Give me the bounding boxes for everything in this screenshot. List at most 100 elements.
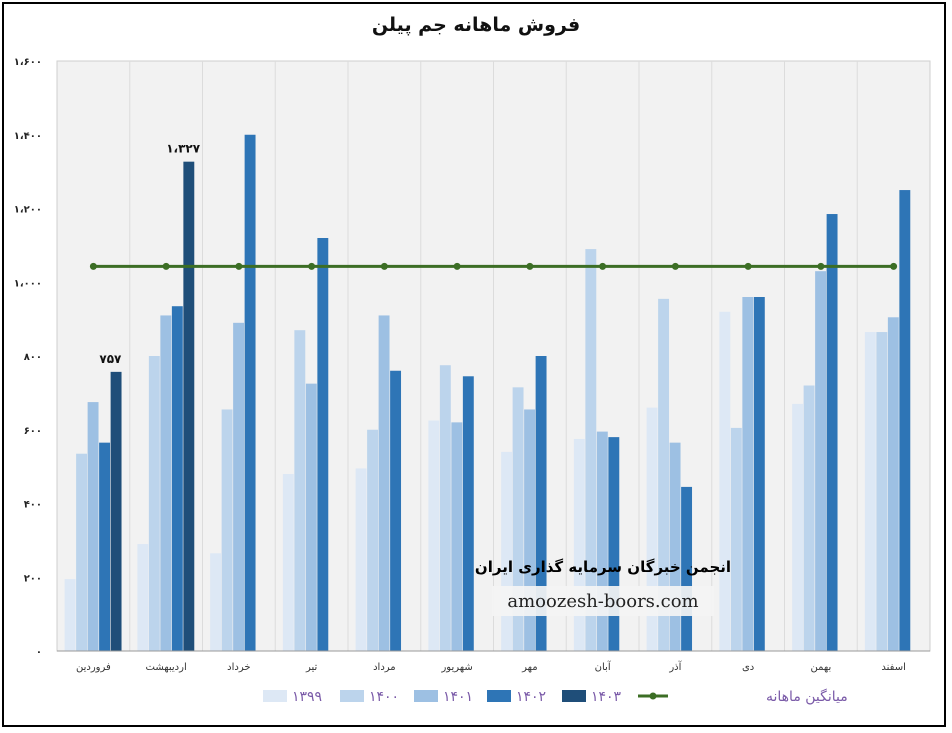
legend-swatch	[340, 690, 364, 702]
bar	[428, 420, 440, 651]
average-marker	[453, 262, 461, 270]
bar	[876, 332, 888, 651]
data-labels: ۷۵۷ ۱،۳۲۷	[99, 142, 200, 366]
bar	[378, 315, 390, 651]
bar	[451, 422, 463, 651]
y-axis: ۰ ۲۰۰ ۴۰۰ ۶۰۰ ۸۰۰ ۱،۰۰۰ ۱،۲۰۰ ۱،۴۰۰ ۱،۶۰۰	[14, 57, 930, 658]
bar	[887, 317, 899, 651]
bar	[462, 376, 474, 651]
y-tick-label: ۱،۰۰۰	[14, 278, 42, 289]
bar	[137, 544, 149, 651]
bar	[367, 429, 379, 651]
legend-label: ۱۴۰۲	[516, 689, 546, 705]
bar	[730, 427, 742, 651]
data-label: ۱،۳۲۷	[166, 142, 201, 156]
bar	[110, 371, 122, 651]
bar	[439, 365, 451, 651]
x-tick-label: اردیبهشت	[146, 662, 187, 673]
average-marker	[599, 262, 607, 270]
bar	[210, 553, 222, 651]
bar	[658, 298, 670, 651]
y-tick-label: ۰	[36, 647, 42, 658]
bar	[646, 407, 658, 651]
legend-swatch	[562, 690, 586, 702]
y-tick-label: ۴۰۰	[24, 500, 42, 511]
bar	[282, 474, 294, 651]
average-marker	[162, 262, 170, 270]
bar	[596, 431, 608, 651]
average-marker	[380, 262, 388, 270]
bar	[719, 311, 731, 651]
data-label: ۷۵۷	[99, 352, 122, 366]
watermark: انجمن خبرگان سرمایه گذاری ایران amoozesh…	[475, 558, 731, 616]
average-marker	[890, 262, 898, 270]
x-tick-label: مهر	[521, 662, 537, 673]
bar	[244, 134, 256, 651]
x-tick-label: آبان	[595, 660, 612, 673]
bar	[501, 451, 513, 651]
bar	[64, 579, 76, 651]
bar	[87, 402, 99, 651]
y-tick-label: ۱،۴۰۰	[14, 131, 42, 142]
x-axis: فروردین اردیبهشت خرداد تیر مرداد شهریور مهر آبا…	[76, 660, 906, 673]
bar	[899, 190, 911, 651]
bar	[148, 356, 160, 651]
watermark-backdrop	[492, 586, 714, 616]
bar	[221, 409, 233, 651]
legend-swatch	[414, 690, 438, 702]
bar	[608, 437, 620, 651]
y-tick-label: ۲۰۰	[24, 573, 42, 584]
x-tick-label: شهریور	[440, 662, 472, 673]
bar	[535, 356, 547, 651]
legend-swatch	[263, 690, 287, 702]
grid	[129, 61, 858, 651]
bar	[792, 403, 804, 651]
x-tick-label: مرداد	[373, 662, 396, 673]
bar	[305, 383, 317, 651]
legend-label: ۱۳۹۹	[292, 689, 322, 705]
bar	[390, 370, 402, 651]
x-tick-label: آذر	[668, 660, 682, 673]
bar	[171, 306, 183, 651]
x-tick-label: تیر	[305, 662, 318, 673]
x-tick-label: اسفند	[881, 662, 905, 673]
bars	[64, 134, 911, 651]
x-tick-label: فروردین	[76, 662, 111, 673]
bar	[99, 442, 111, 651]
chart-title: فروش ماهانه جم پیلن	[371, 14, 581, 36]
bar	[294, 330, 306, 651]
bar	[160, 315, 172, 651]
bar	[585, 249, 597, 651]
legend-label: ۱۴۰۰	[369, 689, 399, 705]
watermark-line1: انجمن خبرگان سرمایه گذاری ایران	[475, 558, 731, 576]
legend-label: ۱۴۰۳	[591, 689, 622, 705]
x-tick-label: دی	[742, 662, 754, 673]
bar	[742, 297, 754, 651]
bar	[573, 438, 585, 651]
bar	[681, 486, 693, 651]
bar	[512, 387, 524, 651]
legend-label: ۱۴۰۱	[443, 689, 473, 705]
y-tick-label: ۶۰۰	[24, 426, 42, 437]
bar	[803, 385, 815, 651]
legend-swatch	[487, 690, 511, 702]
bar	[524, 409, 536, 651]
bar	[317, 238, 329, 651]
bar	[183, 161, 195, 651]
bar	[669, 442, 681, 651]
bar	[76, 453, 88, 651]
y-tick-label: ۸۰۰	[24, 352, 42, 363]
average-marker	[235, 262, 243, 270]
average-marker	[744, 262, 752, 270]
legend: ۱۳۹۹ ۱۴۰۰ ۱۴۰۱ ۱۴۰۲ ۱۴۰۳ میانگین ماهانه	[263, 688, 848, 705]
y-tick-label: ۱،۶۰۰	[14, 57, 42, 68]
bar	[355, 468, 367, 651]
average-marker	[671, 262, 679, 270]
legend-average-marker	[649, 692, 657, 700]
watermark-line2: amoozesh-boors.com	[507, 591, 698, 612]
x-tick-label: بهمن	[810, 662, 831, 673]
y-tick-label: ۱،۲۰۰	[14, 205, 42, 216]
x-tick-label: خرداد	[227, 662, 250, 673]
bar	[753, 297, 765, 651]
